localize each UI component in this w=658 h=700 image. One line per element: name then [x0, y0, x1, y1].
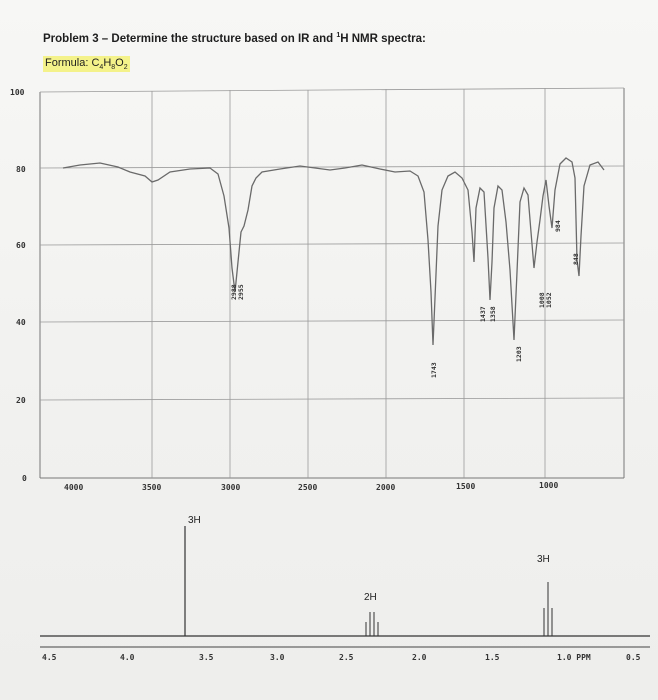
ir-x-ticks: 4000 3500 3000 2500 2000 1500 1000	[64, 481, 558, 492]
nmr-x-tick-4-0: 4.0	[120, 653, 135, 662]
ir-peak-2955: 2955	[237, 284, 245, 300]
formula-c-count: 4	[99, 64, 104, 72]
ir-x-tick-2000: 2000	[376, 483, 395, 492]
formula-prefix: Formula: C	[45, 57, 100, 69]
ir-gridlines	[39, 87, 625, 478]
formula-o-count: 2	[123, 64, 128, 72]
ir-y-tick-60: 60	[16, 241, 26, 250]
ir-peak-1437: 1437	[479, 306, 487, 322]
ir-trace	[62, 157, 605, 346]
ir-x-tick-4000: 4000	[64, 483, 83, 492]
nmr-x-tick-0-5: 0.5	[626, 653, 641, 662]
ir-x-tick-2500: 2500	[298, 483, 317, 492]
nmr-x-tick-1-0: 1.0 PPM	[557, 653, 591, 662]
nmr-x-tick-1-5: 1.5	[485, 653, 500, 662]
nmr-triplet-1-1	[543, 582, 553, 636]
nmr-integrations: 3H 2H 3H	[188, 515, 550, 603]
formula-h: H	[103, 57, 112, 69]
problem-title: Problem 3 – Determine the structure base…	[43, 32, 426, 45]
ir-peak-2988: 2988	[230, 284, 238, 300]
ir-peak-1358: 1358	[489, 306, 497, 322]
nmr-x-tick-3-5: 3.5	[199, 653, 214, 662]
nmr-integration-3h-singlet: 3H	[188, 515, 201, 526]
nmr-x-tick-3-0: 3.0	[270, 653, 285, 662]
title-suffix: H NMR spectra:	[340, 32, 426, 45]
title-prefix: Problem 3 – Determine the structure base…	[43, 32, 337, 45]
ir-peak-1203: 1203	[515, 346, 523, 362]
nmr-x-tick-2-5: 2.5	[339, 653, 354, 662]
ir-y-tick-20: 20	[16, 396, 26, 405]
ir-frame	[39, 88, 625, 479]
ir-y-tick-0: 0	[22, 474, 27, 483]
ir-y-tick-100: 100	[10, 88, 25, 97]
nmr-quartet-2-3	[365, 612, 379, 636]
nmr-x-ticks: 4.5 4.0 3.5 3.0 2.5 2.0 1.5 1.0 PPM 0.5	[42, 653, 641, 662]
ir-y-tick-80: 80	[16, 165, 26, 174]
formula-h-count: 8	[111, 64, 116, 72]
ir-y-ticks: 100 80 60 40 20 0	[10, 88, 27, 483]
nmr-x-tick-4-5: 4.5	[42, 653, 57, 662]
ir-x-tick-3500: 3500	[142, 483, 161, 492]
ir-peak-848: 848	[572, 253, 580, 265]
ir-peak-1052: 1052	[545, 292, 553, 308]
ir-peak-1008: 1008	[538, 292, 546, 308]
formula-label: Formula: C4H8O2	[43, 56, 130, 73]
ir-peak-labels: 2988 2955 1743 1437 1358 1203 1008 1052 …	[230, 220, 580, 378]
ir-x-tick-3000: 3000	[221, 483, 240, 492]
nmr-x-tick-2-0: 2.0	[412, 653, 427, 662]
ir-peak-1743: 1743	[430, 362, 438, 378]
ir-peak-984: 984	[554, 220, 562, 232]
ir-x-tick-1500: 1500	[456, 482, 475, 491]
ir-x-tick-1000: 1000	[539, 481, 558, 490]
nmr-integration-3h-triplet: 3H	[537, 554, 550, 565]
formula-o: O	[115, 57, 124, 69]
ir-y-tick-40: 40	[16, 318, 26, 327]
nmr-integration-2h-quartet: 2H	[364, 592, 377, 603]
title-sup: 1	[336, 32, 341, 39]
